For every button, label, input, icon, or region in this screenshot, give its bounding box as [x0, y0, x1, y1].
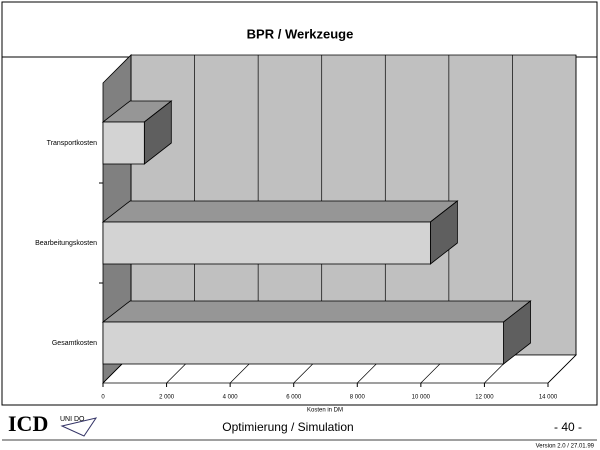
x-tick-label: 10 000: [412, 395, 431, 401]
y-tick-label: Bearbeitungskosten: [35, 240, 97, 247]
bar: [102, 221, 431, 265]
y-tick-label: Gesamtkosten: [52, 340, 97, 347]
floor-grid-line: [547, 354, 577, 384]
x-axis-label: Kosten in DM: [307, 408, 343, 414]
footer-version: Version 2.0 / 27.01.99: [536, 444, 595, 450]
x-tick-label: 14 000: [539, 395, 558, 401]
y-tick-label: Transportkosten: [47, 140, 97, 147]
x-tick-label: 8 000: [350, 395, 366, 401]
bar-top: [101, 300, 532, 323]
x-tick-label: 6 000: [286, 395, 302, 401]
bar: [102, 321, 504, 365]
bar-top: [101, 200, 459, 223]
bar: [102, 121, 145, 165]
logo-icon: [60, 417, 98, 437]
footer-logo-small: UNI DO: [60, 416, 85, 423]
x-tick-label: 12 000: [475, 395, 494, 401]
chart-title: BPR / Werkzeuge: [247, 26, 354, 41]
footer-title: Optimierung / Simulation: [222, 420, 353, 434]
x-tick-label: 4 000: [223, 395, 239, 401]
footer-page: - 40 -: [554, 420, 582, 434]
x-tick-label: 2 000: [159, 395, 175, 401]
footer-logo: ICD: [8, 411, 48, 436]
x-tick-label: 0: [101, 395, 105, 401]
